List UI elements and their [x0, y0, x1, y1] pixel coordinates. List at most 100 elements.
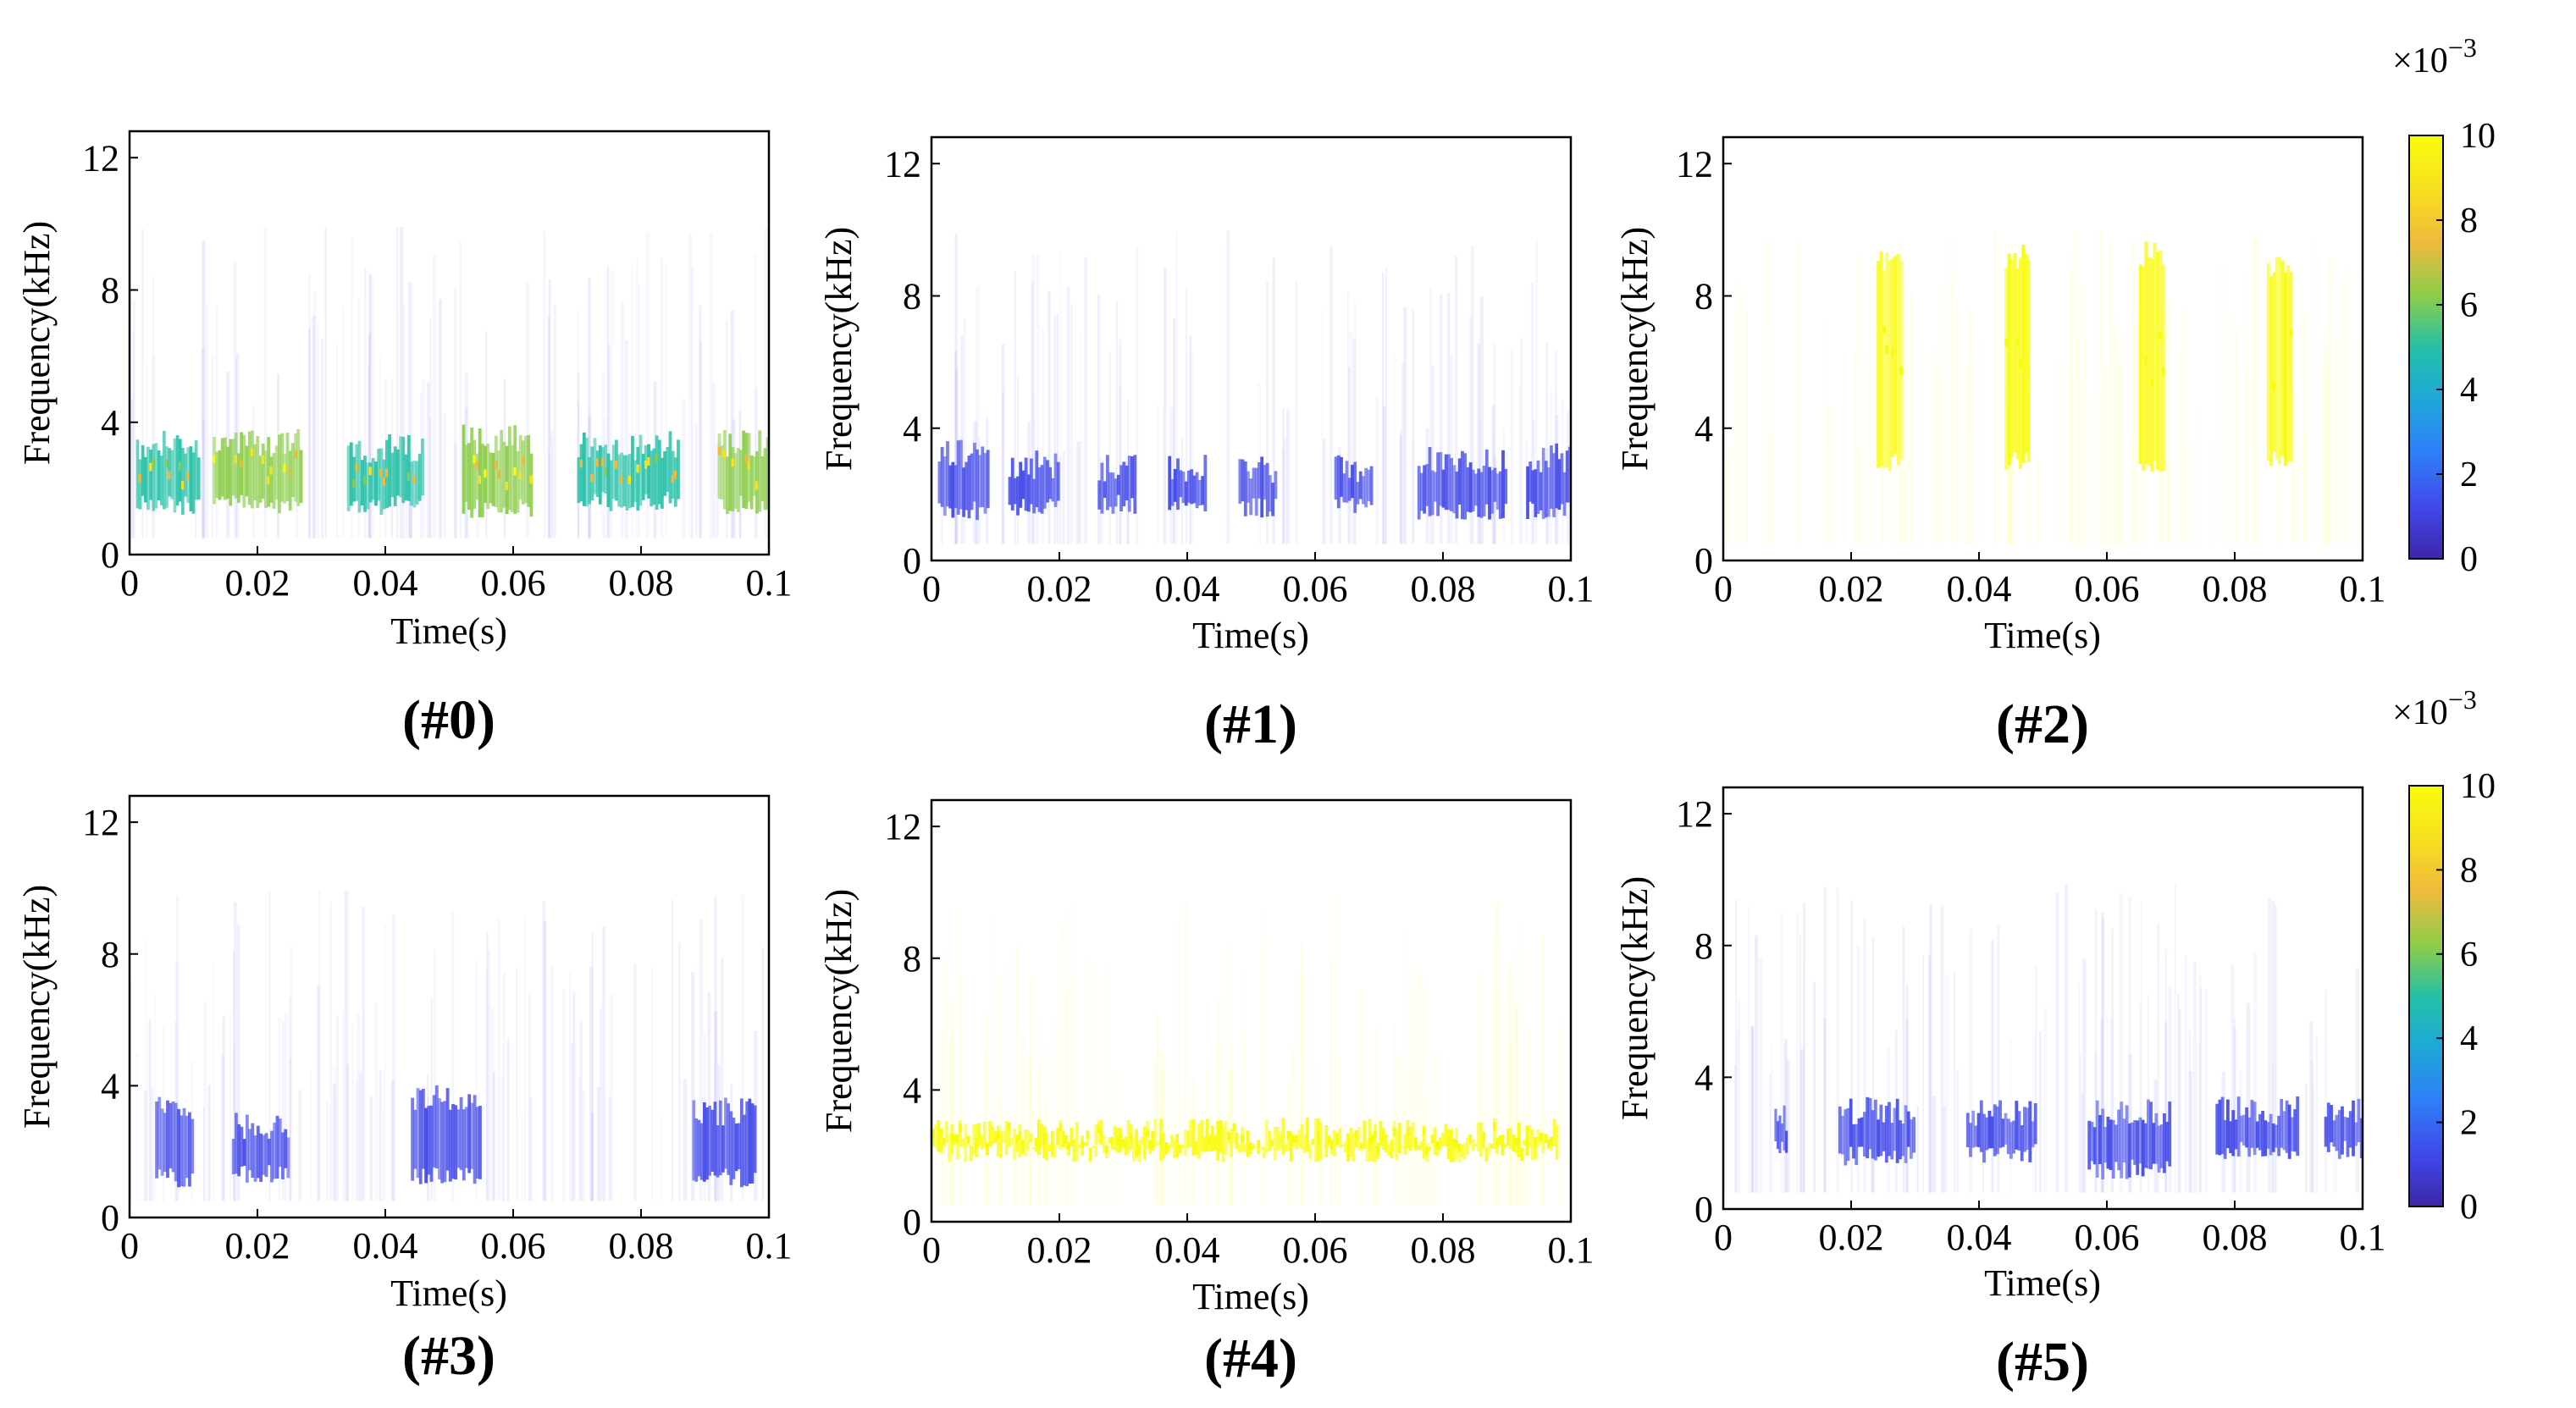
spectral-burst	[135, 431, 201, 515]
noise-streak	[1823, 444, 1826, 544]
burst-slice	[489, 452, 493, 504]
burst-slice	[766, 437, 770, 511]
burst-slice	[595, 450, 600, 497]
burst-slice	[283, 453, 287, 504]
burst-slice	[2147, 1099, 2150, 1169]
burst-slice	[191, 1118, 195, 1174]
burst-slice	[2324, 1116, 2328, 1147]
burst-slice	[1122, 461, 1126, 506]
burst-slice	[1550, 1142, 1554, 1151]
burst-slice	[1048, 467, 1053, 500]
burst-speck	[505, 482, 509, 490]
burst-slice	[415, 461, 419, 505]
noise-streak	[2102, 918, 2104, 1193]
noise-streak	[321, 339, 324, 538]
spectral-burst	[346, 433, 424, 515]
burst-speck	[513, 467, 517, 476]
burst-slice	[1106, 455, 1109, 511]
burst-slice	[1056, 461, 1060, 501]
noise-streak	[2310, 239, 2312, 544]
noise-streak	[503, 971, 506, 1201]
noise-streak	[525, 280, 529, 538]
burst-slice	[763, 448, 767, 511]
spectral-burst	[577, 431, 680, 511]
burst-slice	[2015, 268, 2020, 460]
burst-speck	[2004, 338, 2009, 347]
burst-slice	[259, 1133, 263, 1182]
burst-slice	[1783, 1105, 1786, 1151]
noise-streak	[212, 355, 213, 538]
burst-speck	[412, 475, 417, 483]
burst-slice	[1187, 470, 1191, 503]
noise-streak	[548, 452, 550, 538]
burst-slice	[1281, 1118, 1285, 1155]
noise-streak	[400, 226, 404, 538]
burst-slice	[165, 446, 169, 508]
burst-slice	[524, 435, 528, 504]
noise-streak	[1530, 283, 1534, 544]
noise-streak	[691, 267, 694, 538]
colorbar-gradient	[2408, 135, 2444, 560]
noise-streak	[2065, 883, 2069, 1193]
burst-slice	[237, 453, 240, 503]
burst-speck	[1067, 1141, 1070, 1151]
burst-slice	[743, 1114, 746, 1186]
noise-streak	[2336, 335, 2340, 544]
noise-streak	[317, 322, 320, 538]
burst-slice	[1053, 453, 1058, 507]
burst-slice	[972, 1124, 976, 1156]
burst-slice	[749, 455, 754, 510]
noise-streak	[220, 1054, 224, 1201]
noise-streak	[1497, 901, 1501, 1206]
burst-slice	[1560, 453, 1564, 505]
burst-slice	[1879, 1104, 1883, 1157]
burst-slice	[951, 461, 955, 518]
noise-streak	[2181, 361, 2183, 544]
burst-slice	[1982, 1113, 1986, 1163]
burst-slice	[976, 449, 979, 521]
burst-slice	[1441, 1132, 1445, 1146]
colorbar-tick-label: 4	[2460, 1019, 2478, 1058]
noise-streak	[454, 443, 458, 538]
burst-slice	[934, 1124, 937, 1148]
burst-slice	[2293, 1109, 2297, 1152]
noise-streak	[368, 273, 372, 538]
burst-slice	[1874, 1099, 1877, 1161]
burst-slice	[2354, 1122, 2358, 1146]
noise-streak	[310, 1071, 312, 1201]
noise-streak	[2109, 339, 2112, 544]
noise-streak	[2081, 287, 2086, 544]
x-tick-label: 0.02	[1819, 568, 1884, 610]
burst-slice	[1776, 1121, 1779, 1149]
burst-slice	[1334, 456, 1338, 500]
noise-streak	[1306, 977, 1308, 1206]
noise-streak	[2258, 451, 2262, 544]
burst-slice	[1490, 470, 1495, 514]
noise-streak	[2119, 892, 2124, 1193]
burst-slice	[1094, 1124, 1097, 1157]
burst-slice	[1237, 1144, 1241, 1153]
burst-slice	[1541, 448, 1545, 519]
burst-slice	[291, 443, 295, 498]
burst-slice	[1504, 468, 1508, 505]
noise-streak	[1863, 919, 1866, 1193]
burst-slice	[288, 450, 292, 511]
noise-streak	[1053, 316, 1056, 544]
burst-slice	[1539, 472, 1543, 511]
burst-slice	[274, 445, 279, 500]
burst-speck	[1435, 1140, 1440, 1150]
spectral-burst	[1334, 455, 1374, 513]
noise-streak	[1017, 375, 1019, 544]
burst-speck	[1015, 1135, 1020, 1144]
noise-streak	[150, 1088, 154, 1201]
noise-streak	[562, 988, 566, 1201]
burst-slice	[2296, 1096, 2300, 1157]
noise-streak	[1803, 903, 1806, 1193]
noise-streak	[1836, 887, 1840, 1193]
noise-streak	[2075, 232, 2079, 544]
noise-streak	[334, 1068, 335, 1201]
burst-speck	[647, 457, 650, 466]
noise-streak	[1382, 406, 1386, 544]
burst-slice	[736, 448, 740, 512]
noise-streak	[1097, 294, 1101, 544]
